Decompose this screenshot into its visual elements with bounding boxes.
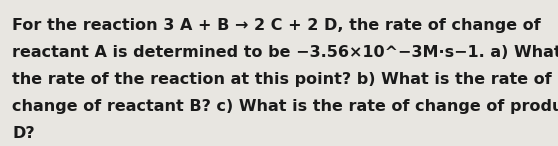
Text: D?: D?: [12, 126, 35, 141]
Text: reactant A is determined to be −3.56×10^−3M·s−1. a) What is: reactant A is determined to be −3.56×10^…: [12, 45, 558, 60]
Text: change of reactant B? c) What is the rate of change of product: change of reactant B? c) What is the rat…: [12, 99, 558, 114]
Text: For the reaction 3 A + B → 2 C + 2 D, the rate of change of: For the reaction 3 A + B → 2 C + 2 D, th…: [12, 18, 541, 33]
Text: the rate of the reaction at this point? b) What is the rate of: the rate of the reaction at this point? …: [12, 72, 552, 87]
